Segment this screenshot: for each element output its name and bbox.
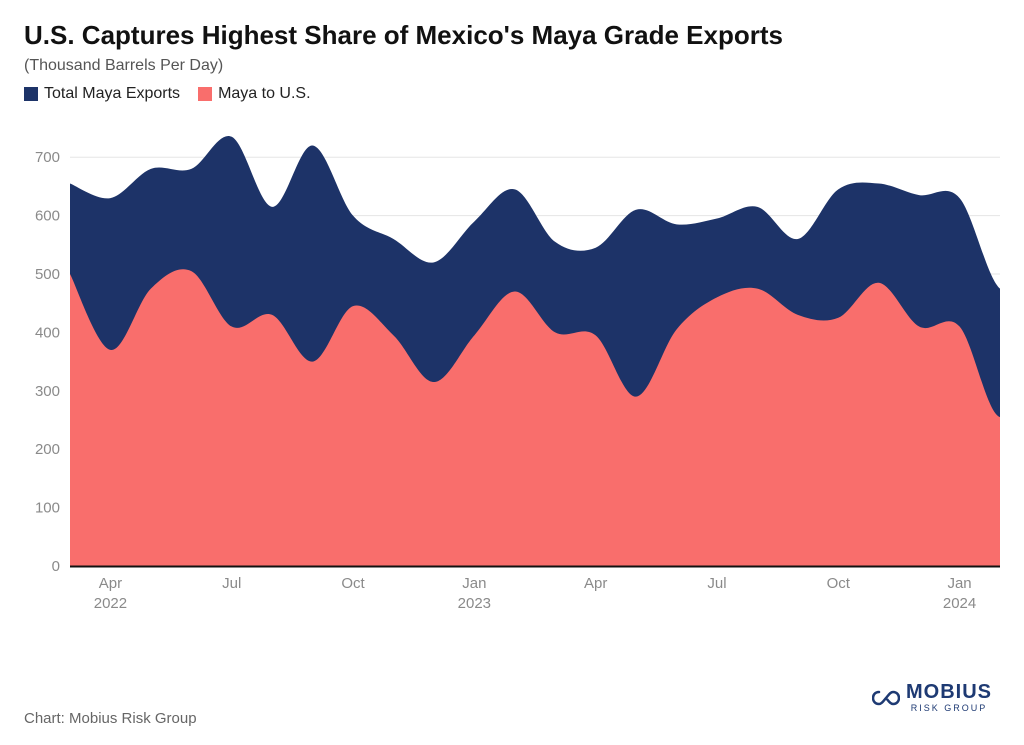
svg-text:2022: 2022 [94,595,127,612]
svg-text:Jan: Jan [462,575,486,592]
svg-text:0: 0 [52,558,60,575]
chart-title: U.S. Captures Highest Share of Mexico's … [24,20,1000,51]
svg-text:Oct: Oct [341,575,365,592]
svg-text:Jul: Jul [222,575,241,592]
svg-text:Apr: Apr [584,575,607,592]
svg-text:Apr: Apr [99,575,122,592]
svg-text:100: 100 [35,500,60,517]
svg-text:Jan: Jan [947,575,971,592]
svg-text:300: 300 [35,383,60,400]
svg-text:700: 700 [35,149,60,166]
svg-text:200: 200 [35,441,60,458]
legend-item-total: Total Maya Exports [24,85,180,103]
area-chart: 0 100 200 300 400 500 600 700 Apr 2022 Jul Oct Jan 20… [24,128,1000,628]
legend-swatch-us [198,87,212,101]
svg-text:400: 400 [35,324,60,341]
brand-sub: RISK GROUP [906,704,992,713]
svg-text:2023: 2023 [458,595,491,612]
svg-text:Jul: Jul [707,575,726,592]
svg-text:600: 600 [35,208,60,225]
legend-item-us: Maya to U.S. [198,85,310,103]
brand-name: MOBIUS [906,682,992,702]
svg-text:2024: 2024 [943,595,976,612]
chart-area: 0 100 200 300 400 500 600 700 Apr 2022 Jul Oct Jan 20… [24,128,1000,628]
legend-label-us: Maya to U.S. [218,85,310,103]
legend: Total Maya Exports Maya to U.S. [24,85,1000,103]
svg-text:Oct: Oct [827,575,851,592]
brand-logo: MOBIUS RISK GROUP [872,682,992,713]
infinity-icon [872,688,900,708]
legend-label-total: Total Maya Exports [44,85,180,103]
chart-subtitle: (Thousand Barrels Per Day) [24,57,1000,75]
legend-swatch-total [24,87,38,101]
svg-text:500: 500 [35,266,60,283]
chart-credit: Chart: Mobius Risk Group [24,710,197,727]
